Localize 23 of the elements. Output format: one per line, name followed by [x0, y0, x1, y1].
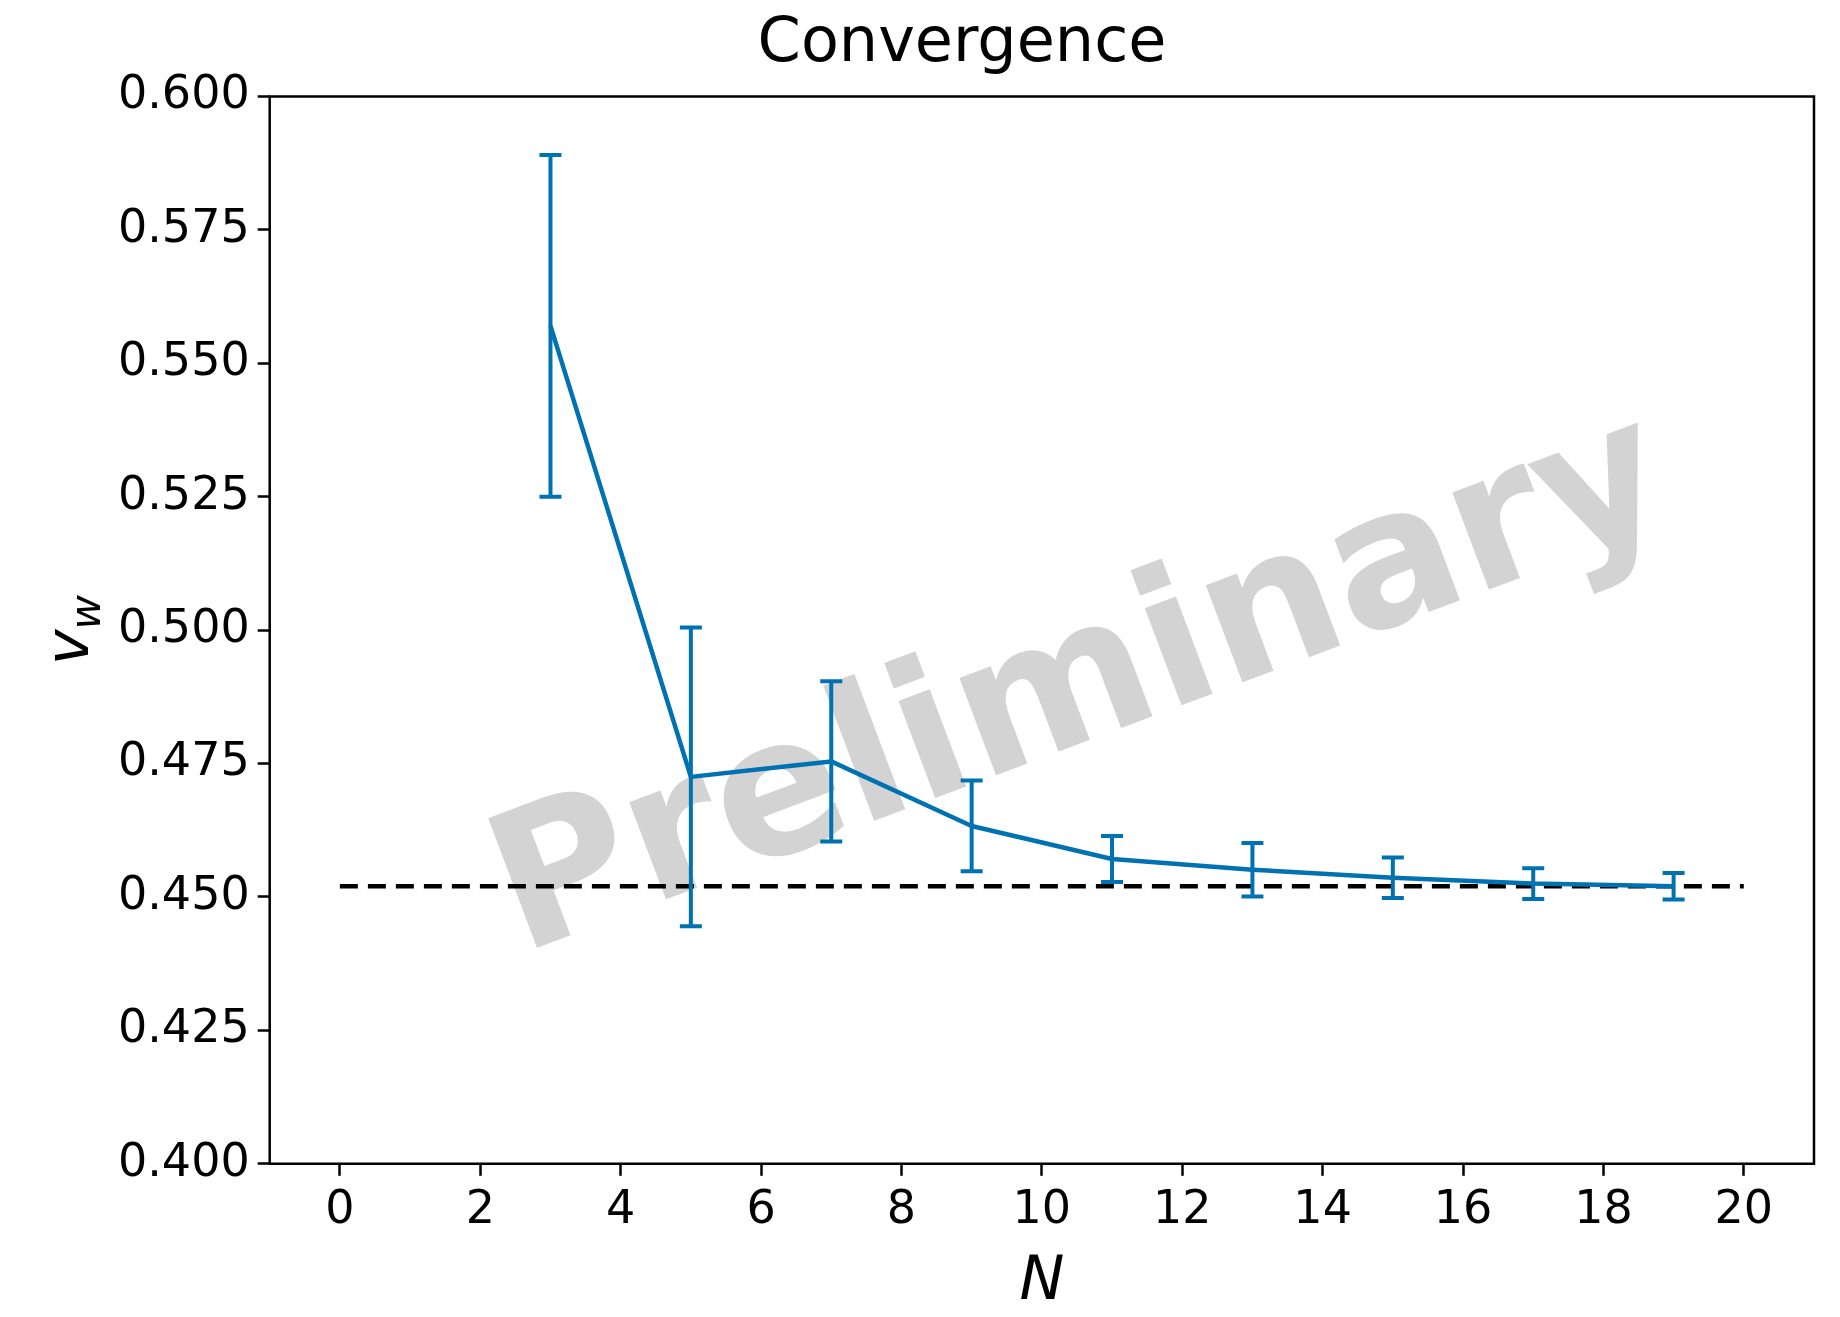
x-tick-label: 2: [465, 1180, 495, 1235]
chart-title: Convergence: [757, 3, 1167, 77]
x-tick-label: 0: [325, 1180, 355, 1235]
x-tick-label: 10: [1012, 1180, 1072, 1235]
x-tick-label: 4: [606, 1180, 636, 1235]
y-tick-label: 0.500: [117, 599, 250, 654]
y-tick-label: 0.400: [117, 1132, 250, 1187]
x-axis-title: N: [1019, 1243, 1065, 1313]
x-tick-label: 16: [1433, 1180, 1493, 1235]
y-tick-label: 0.575: [117, 198, 250, 253]
x-tick-label: 8: [886, 1180, 917, 1235]
y-tick-label: 0.600: [117, 65, 250, 120]
x-tick-label: 14: [1293, 1180, 1352, 1235]
x-tick-label: 18: [1574, 1180, 1633, 1235]
y-tick-label: 0.475: [117, 732, 250, 787]
y-tick-label: 0.525: [117, 465, 250, 520]
x-tick-label: 6: [746, 1180, 776, 1235]
y-tick-label: 0.550: [117, 332, 250, 387]
y-tick-label: 0.425: [117, 999, 250, 1054]
x-tick-label: 12: [1152, 1180, 1212, 1235]
y-tick-label: 0.450: [117, 865, 250, 920]
y-axis-title: vw: [32, 594, 110, 666]
x-tick-label: 20: [1714, 1180, 1774, 1235]
